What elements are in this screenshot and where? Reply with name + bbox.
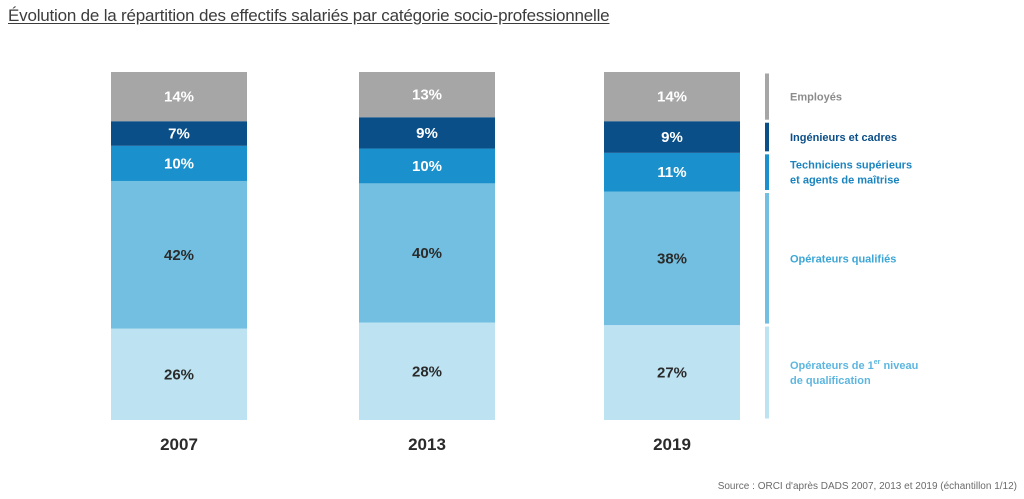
- bar-segment-operateurs_qualifies-2013: [359, 183, 495, 323]
- data-label-employes-2019: 14%: [657, 89, 687, 106]
- legend: Employés Ingénieurs et cadres Techniciens …: [765, 73, 918, 419]
- data-label-techniciens-2019: 11%: [657, 164, 686, 181]
- legend-strip-operateurs_qualifies: [765, 193, 769, 324]
- legend-label-operateurs_1er_niveau-1: de qualification: [790, 375, 871, 387]
- bar-segment-operateurs_qualifies-2019: [604, 191, 740, 326]
- data-label-ingenieurs-2013: 9%: [416, 125, 438, 142]
- x-tick-label-2007: 2007: [160, 435, 198, 454]
- bar-segment-ingenieurs-2013: [359, 117, 495, 149]
- legend-strip-techniciens: [765, 154, 769, 191]
- legend-label-operateurs_1er_niveau-0: Opérateurs de 1er niveau: [790, 359, 918, 372]
- legend-label-operateurs_qualifies-0: Opérateurs qualifiés: [790, 253, 896, 265]
- bar-segment-operateurs_1er_niveau-2013: [359, 322, 495, 420]
- legend-strip-ingenieurs: [765, 122, 769, 152]
- data-label-employes-2013: 13%: [412, 87, 442, 104]
- x-tick-label-2013: 2013: [408, 435, 446, 454]
- data-label-operateurs_1er_niveau-2019: 27%: [657, 365, 687, 382]
- legend-strip-operateurs_1er_niveau: [765, 326, 769, 419]
- data-label-employes-2007: 14%: [164, 89, 194, 106]
- legend-label-ingenieurs-0: Ingénieurs et cadres: [790, 132, 897, 144]
- source-note: Source : ORCI d'après DADS 2007, 2013 et…: [717, 481, 1017, 492]
- bar-segment-techniciens-2013: [359, 148, 495, 184]
- bar-segment-operateurs_qualifies-2007: [111, 180, 247, 329]
- data-label-techniciens-2007: 10%: [164, 155, 194, 172]
- data-label-operateurs_1er_niveau-2007: 26%: [164, 366, 194, 383]
- data-label-operateurs_1er_niveau-2013: 28%: [412, 363, 442, 380]
- legend-label-techniciens-1: et agents de maîtrise: [790, 175, 899, 187]
- legend-label-techniciens-0: Techniciens supérieurs: [790, 160, 912, 172]
- bar-segment-employes-2013: [359, 72, 495, 118]
- legend-label-employes-0: Employés: [790, 92, 842, 104]
- bar-segment-techniciens-2007: [111, 145, 247, 181]
- data-label-ingenieurs-2007: 7%: [168, 126, 190, 143]
- bars-group: 26% 42% 10% 7% 14% 2007 28% 40% 10% 9% 13% 2013 27% 3…: [111, 72, 740, 454]
- bar-segment-operateurs_1er_niveau-2019: [604, 325, 740, 420]
- x-tick-label-2019: 2019: [653, 435, 691, 454]
- bar-segment-operateurs_1er_niveau-2007: [111, 328, 247, 420]
- bar-segment-ingenieurs-2007: [111, 121, 247, 146]
- data-label-operateurs_qualifies-2019: 38%: [657, 250, 687, 267]
- legend-strip-employes: [765, 73, 769, 120]
- bar-segment-employes-2019: [604, 72, 740, 122]
- data-label-techniciens-2013: 10%: [412, 158, 442, 175]
- data-label-operateurs_qualifies-2007: 42%: [164, 247, 194, 264]
- bar-segment-ingenieurs-2019: [604, 121, 740, 153]
- data-label-ingenieurs-2019: 9%: [661, 129, 683, 146]
- chart-title: Évolution de la répartition des effectif…: [8, 6, 610, 25]
- data-label-operateurs_qualifies-2013: 40%: [412, 245, 442, 262]
- bar-segment-employes-2007: [111, 72, 247, 122]
- bar-segment-techniciens-2019: [604, 152, 740, 192]
